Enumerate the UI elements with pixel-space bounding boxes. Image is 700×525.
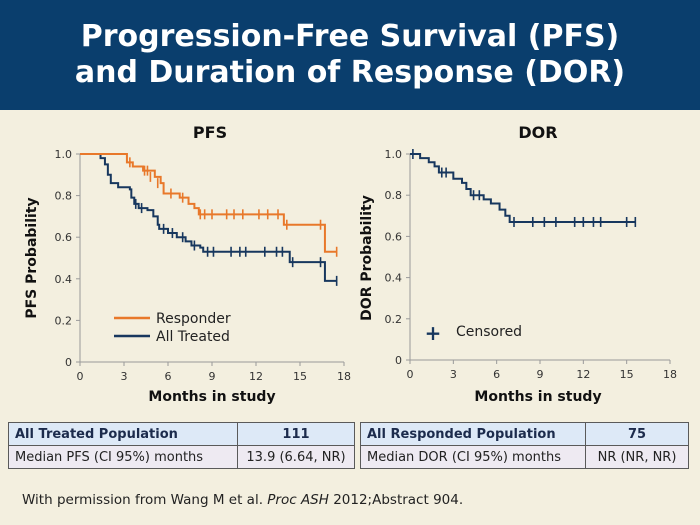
censored-legend-label: Censored (456, 324, 522, 340)
dor-y-tick-label: 0 (395, 354, 402, 367)
median-pfs-label: Median PFS (CI 95%) months (8, 445, 238, 469)
dor-x-tick-label: 3 (450, 368, 457, 381)
dor-y-tick-label: 0.4 (385, 272, 403, 285)
pfs-x-tick-label: 12 (249, 370, 263, 383)
dor-y-tick-label: 0.8 (385, 189, 403, 202)
dor-x-tick-label: 0 (407, 368, 414, 381)
title-line-2: and Duration of Response (DOR) (74, 55, 626, 90)
footnote: With permission from Wang M et al. Proc … (22, 492, 463, 508)
pfs-series (80, 153, 338, 286)
dor-x-tick-label: 12 (576, 368, 590, 381)
dor-y-tick-label: 0.6 (385, 230, 403, 243)
median-pfs-value: 13.9 (6.64, NR) (237, 445, 355, 469)
pfs-y-tick-label: 0.4 (55, 273, 73, 286)
pfs-x-tick-label: 18 (337, 370, 351, 383)
dor-chart-title: DOR (518, 123, 557, 142)
dor-x-axis-label: Months in study (474, 389, 601, 405)
dor-x-tick-label: 15 (620, 368, 634, 381)
pfs-y-tick-label: 0.8 (55, 190, 73, 203)
pfs-y-tick-label: 0.2 (55, 314, 73, 327)
pfs-x-axis-label: Months in study (148, 389, 275, 405)
all-responded-table: All Responded Population 75 Median DOR (… (360, 422, 689, 469)
pfs-series-line-1 (80, 153, 337, 282)
dor-series-line-0 (410, 153, 636, 223)
legend-label-responder: Responder (156, 311, 231, 327)
dor-y-axis-label: DOR Probability (359, 195, 375, 321)
title-line-1: Progression-Free Survival (PFS) (80, 19, 620, 54)
footnote-prefix: With permission from Wang M et al. (22, 492, 268, 508)
all-treated-header-value: 111 (237, 422, 355, 446)
censored-legend-marker: + (425, 321, 442, 345)
pfs-x-tick-label: 9 (209, 370, 216, 383)
dor-x-tick-label: 18 (663, 368, 677, 381)
legend-label-all-treated: All Treated (156, 329, 230, 345)
dor-series (410, 149, 637, 227)
pfs-x-tick-label: 6 (165, 370, 172, 383)
median-dor-label: Median DOR (CI 95%) months (360, 445, 586, 469)
title-banner: Progression-Free Survival (PFS) and Dura… (0, 0, 700, 110)
pfs-chart-title: PFS (193, 123, 227, 142)
pfs-y-tick-label: 0 (65, 356, 72, 369)
dor-x-tick-label: 6 (493, 368, 500, 381)
dor-y-tick-label: 1.0 (385, 148, 403, 161)
dor-x-tick-label: 9 (537, 368, 544, 381)
dor-y-tick-label: 0.2 (385, 313, 403, 326)
pfs-y-axis-label: PFS Probability (24, 197, 40, 318)
pfs-x-tick-label: 0 (77, 370, 84, 383)
all-responded-header-label: All Responded Population (360, 422, 586, 446)
footnote-journal: Proc ASH (267, 492, 329, 508)
dor-chart: DOR 0 3 6 9 12 15 18 0 0.2 0.4 0.6 0.8 1.0 Months in… (359, 123, 677, 405)
all-treated-header-label: All Treated Population (8, 422, 238, 446)
pfs-x-tick-label: 3 (121, 370, 128, 383)
footnote-suffix: 2012;Abstract 904. (328, 492, 464, 508)
median-dor-value: NR (NR, NR) (585, 445, 689, 469)
pfs-axes: 0 3 6 9 12 15 18 0 0.2 0.4 0.6 0.8 1.0 (55, 148, 352, 383)
dor-axes: 0 3 6 9 12 15 18 0 0.2 0.4 0.6 0.8 1.0 (385, 148, 678, 381)
pfs-chart: PFS 0 3 6 9 12 15 18 0 0.2 0.4 0.6 0.8 1.0 Months in… (24, 123, 351, 405)
pfs-y-tick-label: 0.6 (55, 231, 73, 244)
pfs-y-tick-label: 1.0 (55, 148, 73, 161)
pfs-series-line-0 (80, 153, 337, 253)
all-responded-header-value: 75 (585, 422, 689, 446)
all-treated-table: All Treated Population 111 Median PFS (C… (8, 422, 355, 469)
pfs-x-tick-label: 15 (293, 370, 307, 383)
charts-area: PFS 0 3 6 9 12 15 18 0 0.2 0.4 0.6 0.8 1.0 Months in… (24, 123, 677, 405)
